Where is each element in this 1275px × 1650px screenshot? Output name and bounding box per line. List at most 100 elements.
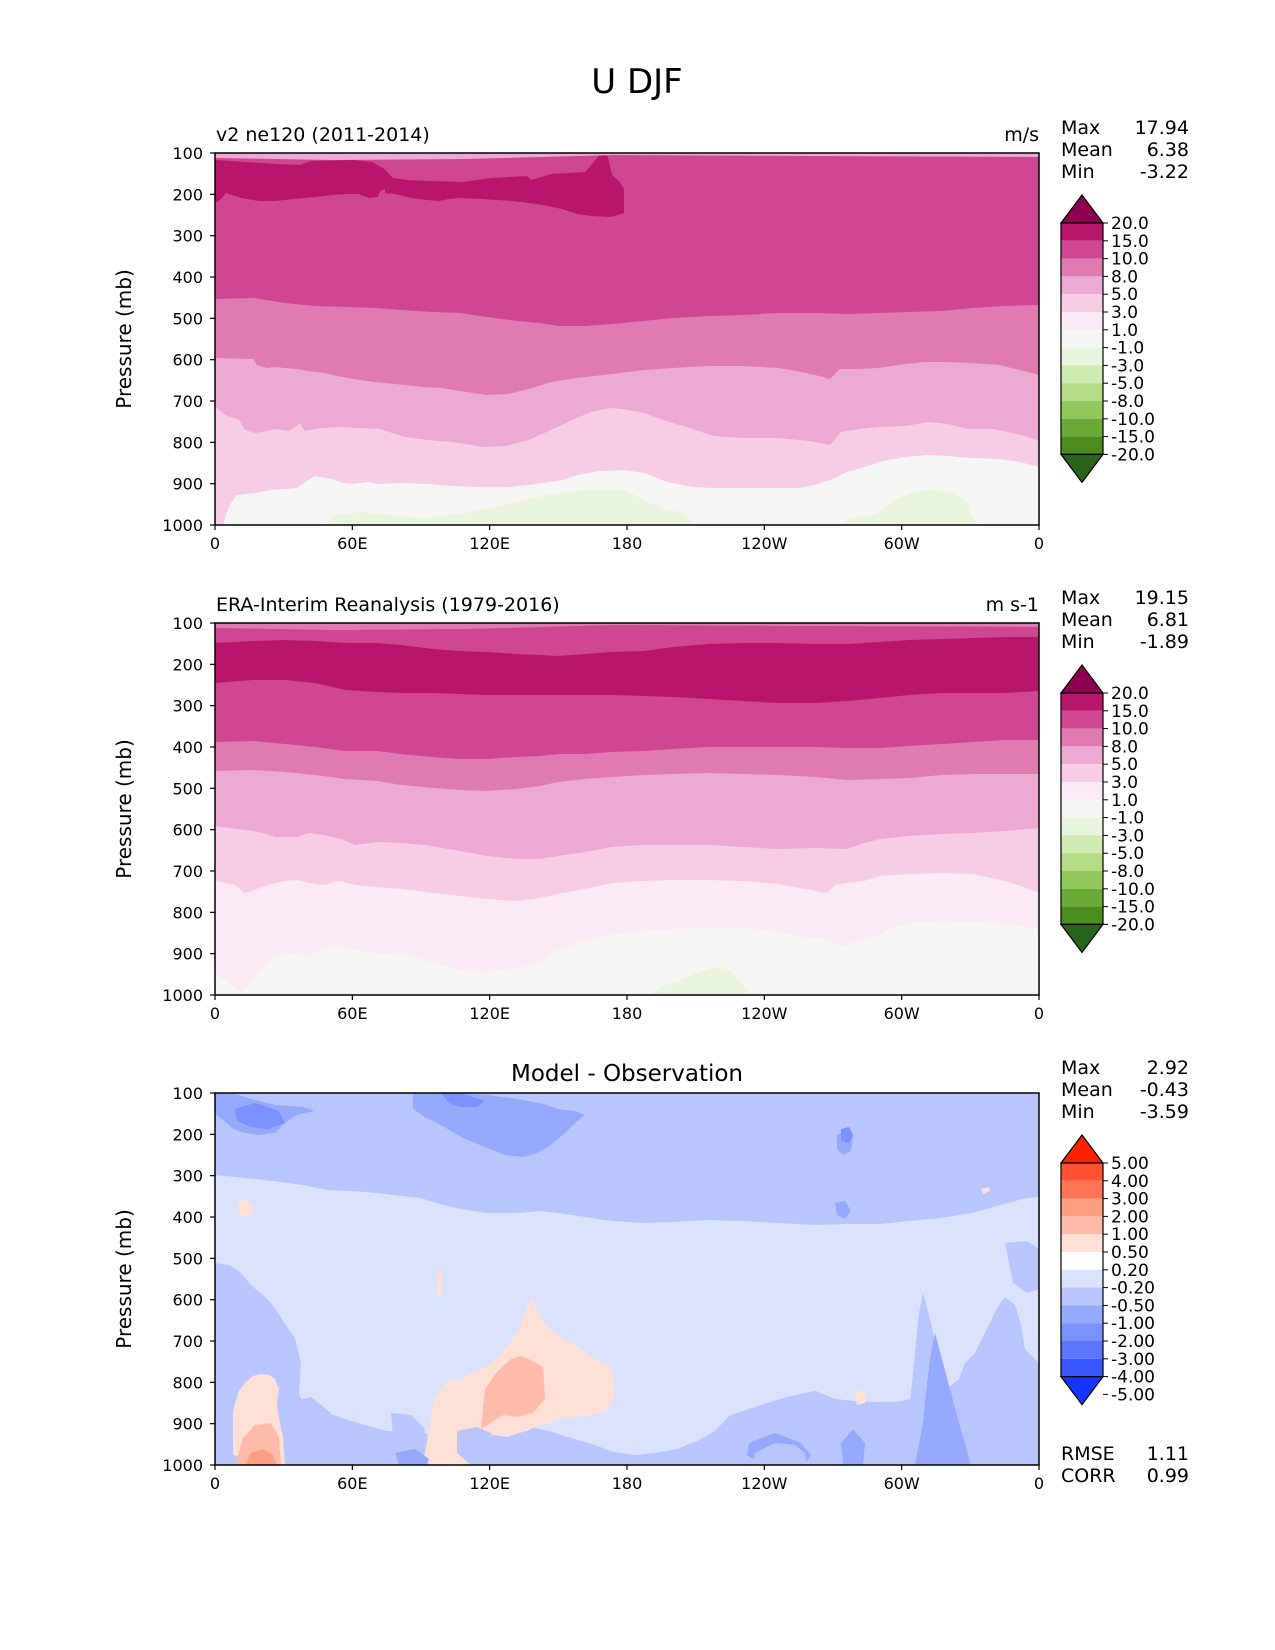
panel-top-colorbar-cell <box>1061 294 1103 312</box>
panel-middle-contour-band <box>647 967 751 995</box>
panel-middle-colorbar-cell <box>1061 782 1103 800</box>
panel-middle-ytick-label: 200 <box>172 655 203 674</box>
panel-bottom-contour-band <box>841 1127 853 1143</box>
panel-middle-colorbar-cell <box>1061 888 1103 907</box>
panel-top-ytick-label: 300 <box>172 227 203 246</box>
panel-top-colorbar-label: 10.0 <box>1111 250 1149 270</box>
panel-middle-stat-label: Max <box>1061 587 1100 609</box>
panel-top-colorbar-label: 5.0 <box>1111 285 1138 305</box>
panel-bottom-ylabel: Pressure (mb) <box>112 1209 136 1349</box>
panel-bottom-colorbar-label: -2.00 <box>1111 1332 1155 1352</box>
panel-bottom-colorbar-label: -0.50 <box>1111 1296 1155 1316</box>
panel-middle-colorbar-label: -20.0 <box>1111 915 1155 935</box>
panel-middle-ytick-label: 600 <box>172 821 203 840</box>
panel-top-colorbar-cell <box>1061 329 1103 348</box>
panel-middle-title-left: ERA-Interim Reanalysis (1979-2016) <box>216 594 560 616</box>
panel-bottom-ytick-label: 300 <box>172 1167 203 1186</box>
panel-bottom-contour-band <box>237 1199 253 1216</box>
panel-middle-colorbar-cell <box>1061 871 1103 889</box>
panel-bottom-colorbar-cell <box>1061 1198 1103 1217</box>
panel-middle-colorbar-label: -8.0 <box>1111 862 1144 882</box>
panel-top-stat-label: Max <box>1061 117 1100 139</box>
panel-top-contour-band <box>215 153 624 217</box>
panel-top-colorbar-label: -15.0 <box>1111 428 1155 448</box>
panel-top-contours <box>215 153 1039 525</box>
panel-top-colorbar-cell <box>1061 383 1103 401</box>
panel-top-contour-band <box>839 490 979 525</box>
panel-bottom-contour-band <box>245 1449 277 1465</box>
panel-bottom-colorbar-extend-bottom <box>1059 1375 1105 1406</box>
panel-top-colorbar-cell <box>1061 240 1103 259</box>
panel-middle-colorbar-cell <box>1061 764 1103 782</box>
panel-middle-stat-label: Mean <box>1061 609 1113 631</box>
panel-top-ylabel: Pressure (mb) <box>112 269 136 409</box>
panel-top-colorbar-label: 3.0 <box>1111 303 1138 323</box>
panel-bottom-colorbar-cell <box>1061 1163 1103 1181</box>
panel-middle-colorbar-extend-top <box>1059 664 1105 694</box>
panel-middle-contour-band <box>215 623 1039 630</box>
panel-top-contour-band <box>327 490 693 525</box>
panel-bottom-contour-band <box>481 1356 545 1429</box>
panel-middle-xtick-label: 0 <box>1034 1004 1044 1023</box>
panel-bottom-xtick-label: 0 <box>210 1474 220 1493</box>
panel-bottom-contour-band <box>915 1333 971 1465</box>
panel-top-colorbar-label: -8.0 <box>1111 392 1144 412</box>
panel-middle-colorbar-cell <box>1061 906 1103 925</box>
panel-middle-colorbar-label: 10.0 <box>1111 720 1149 740</box>
panel-bottom-colorbar-cell <box>1061 1252 1103 1270</box>
panel-bottom-xtick-label: 180 <box>612 1474 643 1493</box>
panel-top-ytick-label: 1000 <box>162 516 203 535</box>
panel-top-ytick-label: 700 <box>172 392 203 411</box>
panel-top-ytick-label: 800 <box>172 433 203 452</box>
panel-top-colorbar-cell <box>1061 347 1103 366</box>
panel-middle-colorbar-label: -3.0 <box>1111 826 1144 846</box>
panel-bottom-ytick-label: 900 <box>172 1415 203 1434</box>
panel-bottom-colorbar-label: -1.00 <box>1111 1314 1155 1334</box>
panel-top-stat-value: 17.94 <box>1135 117 1189 139</box>
panel-top-xtick-label: 60W <box>884 534 920 553</box>
panel-middle-colorbar-frame <box>1060 692 1104 925</box>
panel-bottom-colorbar-cell <box>1061 1234 1103 1252</box>
panel-bottom-stat-value: -0.43 <box>1140 1079 1189 1101</box>
panel-bottom-contour-band <box>855 1389 867 1405</box>
panel-top-stat-value: -3.22 <box>1140 161 1189 183</box>
panel-bottom-contours <box>215 1093 1039 1465</box>
panel-bottom-ytick-label: 800 <box>172 1373 203 1392</box>
panel-bottom-ytick-label: 1000 <box>162 1456 203 1475</box>
panel-middle-colorbar-cell <box>1061 817 1103 836</box>
panel-middle-ytick-label: 700 <box>172 862 203 881</box>
panel-top-ytick-label: 100 <box>172 144 203 163</box>
panel-bottom-metric-value: 1.11 <box>1147 1443 1189 1465</box>
panel-top-ytick-label: 600 <box>172 351 203 370</box>
panel-middle-ytick-label: 400 <box>172 738 203 757</box>
panel-bottom-ytick-label: 100 <box>172 1084 203 1103</box>
panel-bottom-colorbar-label: 3.00 <box>1111 1190 1149 1210</box>
panel-bottom-colorbar-cell <box>1061 1269 1103 1288</box>
panel-bottom-plot-area: 100 200 300 400 500 600 700 800 900 1000 0 60E 120E 1… <box>112 1061 1044 1493</box>
panel-top-stat-label: Mean <box>1061 139 1113 161</box>
panel-top-colorbar-label: 8.0 <box>1111 267 1138 287</box>
panel-top-colorbar-extend-top <box>1059 194 1105 224</box>
panel-bottom-colorbar-label: 2.00 <box>1111 1207 1149 1227</box>
panel-middle-xtick-label: 180 <box>612 1004 643 1023</box>
panel-bottom-stat-value: -3.59 <box>1140 1101 1189 1123</box>
panel-middle-plot-area: 100 200 300 400 500 600 700 800 900 1000 0 60E 120E 1… <box>112 594 1044 1023</box>
panel-top-colorbar-label: -5.0 <box>1111 374 1144 394</box>
panel-top-title-right: m/s <box>1004 124 1039 146</box>
panel-bottom-contour-band <box>457 1427 497 1465</box>
panel-middle-xtick-label: 0 <box>210 1004 220 1023</box>
figure-title: U DJF <box>591 62 682 102</box>
panel-middle-ytick-label: 500 <box>172 779 203 798</box>
panel-middle-colorbar-label: 5.0 <box>1111 755 1138 775</box>
panel-bottom-colorbar-label: -5.00 <box>1111 1385 1155 1405</box>
panel-bottom-colorbar-label: 0.50 <box>1111 1243 1149 1263</box>
panel-top-title-left: v2 ne120 (2011-2014) <box>216 124 430 146</box>
panel-bottom-contour-band <box>981 1187 990 1194</box>
panel-middle-ytick-label: 300 <box>172 697 203 716</box>
panel-middle-colorbar-label: 15.0 <box>1111 702 1149 722</box>
panel-middle-ylabel: Pressure (mb) <box>112 739 136 879</box>
panel-bottom-xtick-label: 60W <box>884 1474 920 1493</box>
panel-middle-colorbar-label: -1.0 <box>1111 809 1144 829</box>
panel-middle-xtick-label: 60W <box>884 1004 920 1023</box>
